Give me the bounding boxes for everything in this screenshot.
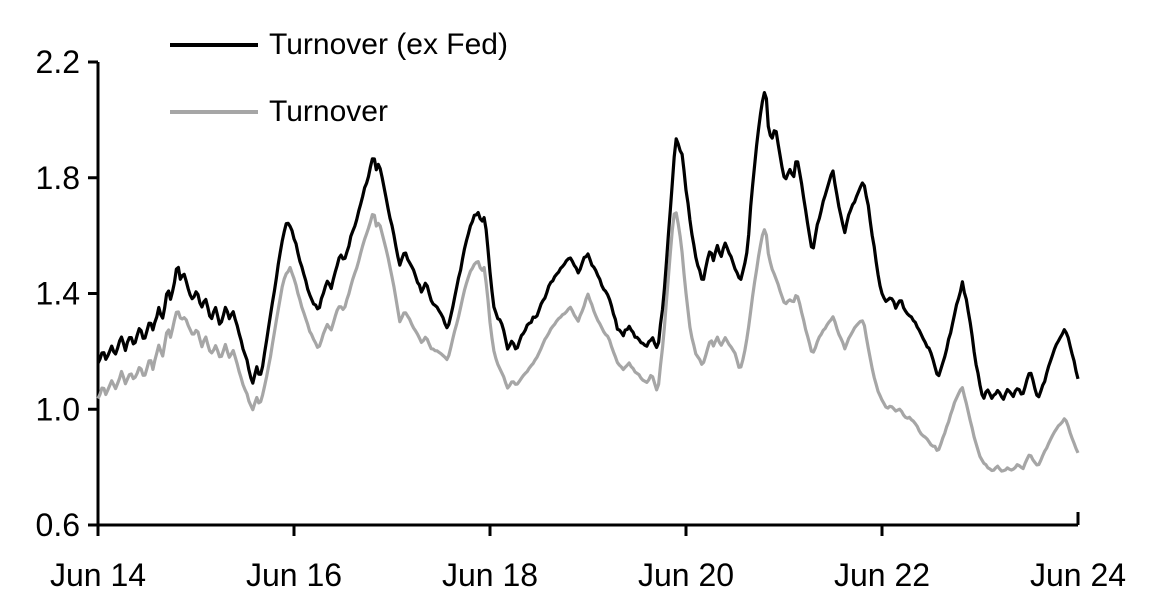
y-axis-tick-label: 1.0 <box>36 391 80 427</box>
series-line-turnover-ex-fed <box>96 91 1080 401</box>
legend-label-turnover: Turnover <box>269 95 388 128</box>
x-axis-tick-label: Jun 20 <box>638 557 734 593</box>
series-line-turnover <box>96 211 1080 473</box>
x-axis-tick-label: Jun 24 <box>1030 557 1126 593</box>
x-axis-tick-label: Jun 14 <box>50 557 146 593</box>
y-axis-tick-label: 1.8 <box>36 160 80 196</box>
x-axis-tick-label: Jun 18 <box>442 557 538 593</box>
x-axis-tick-label: Jun 16 <box>246 557 342 593</box>
x-axis-tick-label: Jun 22 <box>834 557 930 593</box>
y-axis-tick-label: 2.2 <box>36 44 80 80</box>
legend-label-turnover-ex-fed: Turnover (ex Fed) <box>269 28 508 61</box>
legend-item-turnover-ex-fed: Turnover (ex Fed) <box>170 26 508 64</box>
y-axis-tick-label: 0.6 <box>36 507 80 543</box>
legend-line-swatch-turnover <box>170 110 258 114</box>
legend-item-turnover: Turnover <box>170 93 508 131</box>
legend-line-swatch-turnover-ex-fed <box>170 43 258 47</box>
legend: Turnover (ex Fed) Turnover <box>170 26 508 160</box>
y-axis-tick-label: 1.4 <box>36 276 80 312</box>
